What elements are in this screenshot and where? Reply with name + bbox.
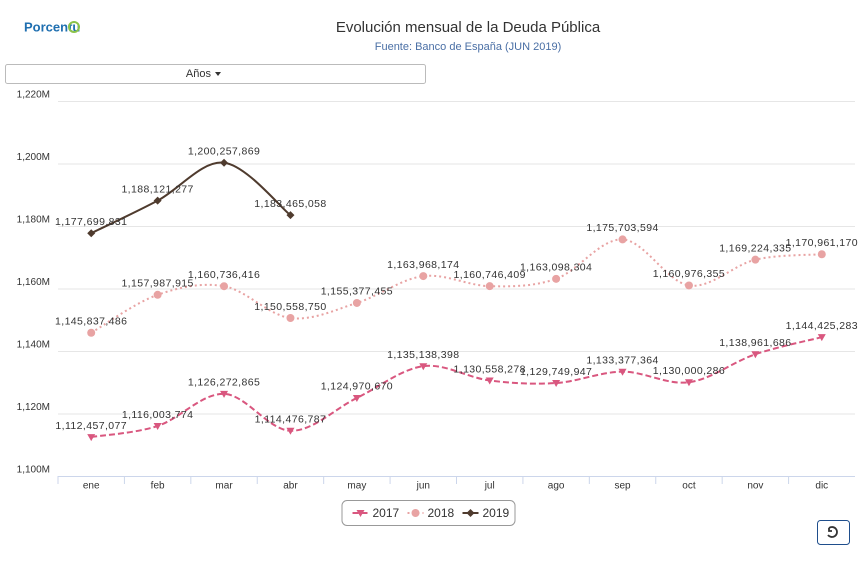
dropdown[interactable] — [5, 64, 426, 84]
y-tick-label: 1,200M — [17, 152, 50, 163]
series-line — [91, 336, 823, 439]
x-tick-label: ene — [83, 481, 100, 492]
x-tick-label: nov — [747, 481, 763, 492]
data-label: 1,130,558,278 — [454, 363, 526, 375]
x-tick-label: jun — [416, 481, 430, 492]
marker — [618, 368, 627, 376]
marker — [419, 272, 428, 281]
data-label: 1,157,987,915 — [121, 278, 193, 290]
marker — [466, 509, 475, 517]
marker — [87, 434, 96, 442]
data-label: 1,135,138,398 — [387, 349, 459, 361]
data-label: 1,177,699,831 — [55, 216, 127, 228]
data-label: 1,145,837,486 — [55, 316, 127, 328]
marker — [552, 380, 561, 388]
logo-icon — [68, 21, 80, 33]
marker — [220, 390, 229, 398]
x-tick-label: abr — [283, 481, 298, 492]
x-tick-label: sep — [614, 481, 631, 492]
reset-icon — [827, 526, 838, 538]
data-label: 1,138,961,686 — [719, 337, 791, 349]
marker — [684, 379, 693, 387]
y-tick-label: 1,160M — [17, 277, 50, 288]
chart-subtitle: Fuente: Banco de España (JUN 2019) — [375, 41, 562, 53]
marker — [153, 290, 162, 299]
data-label: 1,112,457,077 — [55, 420, 127, 432]
legend-label: 2018 — [428, 506, 455, 520]
y-tick-label: 1,120M — [17, 402, 50, 413]
y-tick-label: 1,140M — [17, 340, 50, 351]
x-tick-label: may — [347, 481, 366, 492]
y-tick-label: 1,180M — [17, 215, 50, 226]
marker — [352, 394, 361, 402]
legend-label: 2017 — [373, 506, 400, 520]
series-line — [90, 161, 292, 235]
legend-box — [341, 500, 516, 526]
marker — [618, 235, 627, 244]
marker — [153, 422, 162, 430]
marker — [286, 314, 295, 323]
data-label: 1,144,425,283 — [786, 320, 858, 332]
marker — [817, 250, 826, 259]
marker — [411, 509, 420, 517]
marker — [485, 282, 494, 291]
marker — [220, 158, 229, 167]
data-label: 1,169,224,335 — [719, 242, 791, 254]
x-tick-label: feb — [151, 481, 165, 492]
data-label: 1,124,970,670 — [321, 381, 393, 393]
data-label: 1,126,272,865 — [188, 377, 260, 389]
data-label: 1,188,121,277 — [121, 183, 193, 195]
y-tick-label: 1,220M — [17, 90, 50, 101]
marker — [356, 510, 365, 517]
data-label: 1,163,968,174 — [387, 259, 459, 271]
marker — [286, 427, 295, 435]
data-label: 1,133,377,364 — [586, 354, 658, 366]
legend: 2017 2018 2019 — [341, 500, 516, 526]
reset-button[interactable] — [817, 520, 850, 545]
data-label: 1,130,000,286 — [653, 365, 725, 377]
marker — [817, 334, 826, 342]
data-label: 1,160,976,355 — [653, 268, 725, 280]
dropdown-caret — [215, 72, 221, 76]
marker — [87, 328, 96, 337]
x-tick-label: jul — [484, 481, 495, 492]
marker — [485, 377, 494, 385]
marker — [87, 229, 96, 238]
marker — [751, 351, 760, 359]
x-tick-label: dic — [815, 481, 828, 492]
series-line — [90, 238, 822, 334]
marker — [751, 255, 760, 264]
data-label: 1,183,465,058 — [254, 198, 326, 210]
data-label: 1,200,257,869 — [188, 145, 260, 157]
chart-title: Evolución mensual de la Deuda Pública — [336, 19, 601, 36]
marker — [220, 282, 229, 291]
marker — [419, 363, 428, 371]
data-label: 1,129,749,947 — [520, 366, 592, 378]
marker — [286, 211, 295, 220]
data-label: 1,155,377,455 — [321, 286, 393, 298]
y-tick-label: 1,100M — [17, 465, 50, 476]
logo: Porcentu — [24, 19, 80, 34]
legend-label: 2019 — [483, 506, 510, 520]
data-label: 1,160,736,416 — [188, 269, 260, 281]
marker — [552, 274, 561, 283]
x-tick-label: ago — [548, 481, 565, 492]
data-label: 1,175,703,594 — [586, 222, 658, 234]
data-label: 1,160,746,409 — [454, 269, 526, 281]
x-tick-label: mar — [215, 481, 233, 492]
data-label: 1,170,961,170 — [786, 237, 858, 249]
data-label: 1,114,476,787 — [255, 414, 327, 426]
data-label: 1,150,558,750 — [254, 301, 326, 313]
dropdown-label[interactable]: Años — [186, 68, 212, 80]
marker — [684, 281, 693, 290]
data-label: 1,163,098,304 — [520, 262, 592, 274]
marker — [153, 196, 162, 205]
marker — [352, 298, 361, 307]
x-tick-label: oct — [682, 481, 696, 492]
data-label: 1,116,003,774 — [122, 409, 194, 421]
